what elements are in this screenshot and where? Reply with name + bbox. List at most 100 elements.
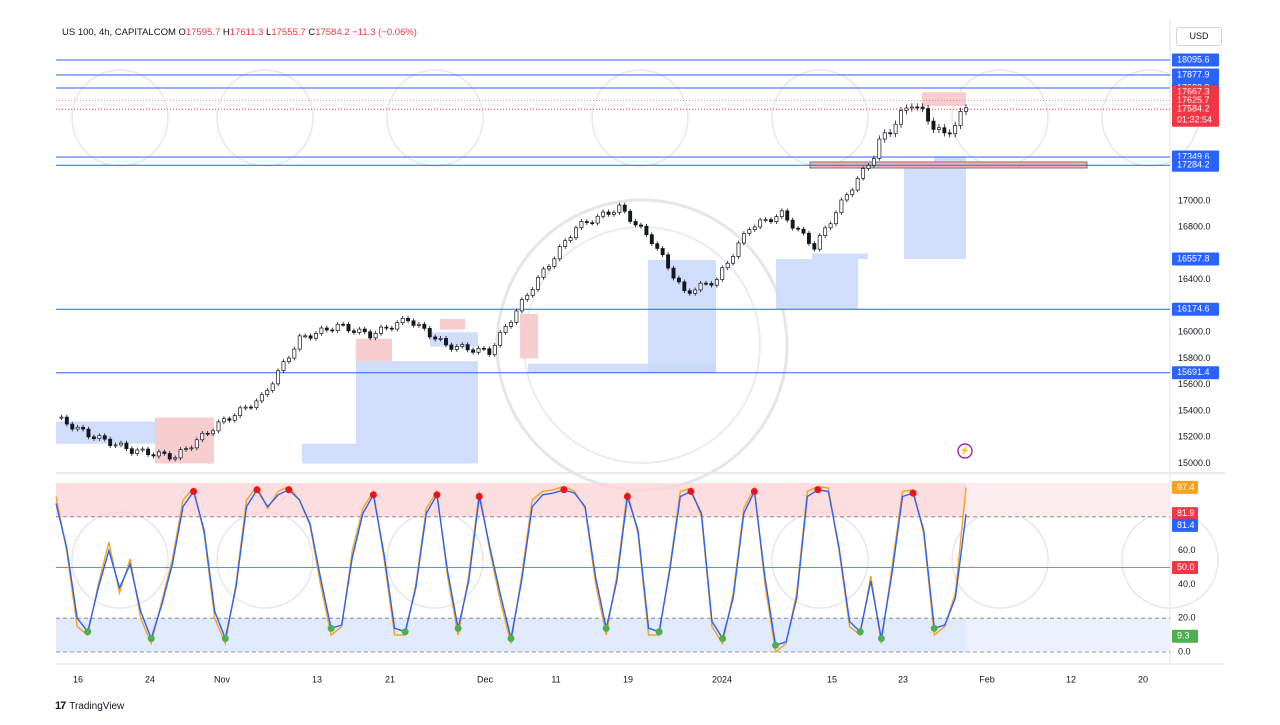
price-axis-tick: 16000.0: [1178, 327, 1211, 337]
price-label: 17667.3: [1177, 87, 1210, 97]
candle-body: [877, 138, 882, 159]
candle-body: [758, 219, 763, 228]
overbought-signal-dot: [475, 493, 483, 501]
candle-body: [314, 333, 318, 339]
stoch-value-label: 81.9: [1177, 508, 1195, 518]
candle-body: [97, 435, 102, 439]
price-label-box: [1172, 68, 1219, 82]
zone-box: [302, 443, 356, 464]
time-axis-tick: Nov: [214, 674, 231, 684]
stoch-axis-tick: 20.0: [1178, 613, 1196, 623]
candle-body: [552, 258, 557, 267]
oversold-signal-dot: [772, 641, 780, 649]
candle-body: [866, 164, 871, 169]
zone-box: [776, 258, 858, 310]
candle-body: [519, 299, 524, 312]
candle-body: [216, 421, 221, 432]
candle-body: [460, 344, 465, 347]
price-axis-tick: 16800.0: [1178, 222, 1211, 232]
candle-body: [498, 332, 503, 346]
stoch-value-label: 9.3: [1177, 631, 1190, 641]
stoch-value-box: [1172, 507, 1198, 521]
candle-body: [449, 344, 454, 350]
candle-body: [362, 328, 367, 333]
symbol-legend: US 100, 4h, CAPITALCOM O17595.7 H17611.3…: [62, 27, 417, 38]
time-axis-tick: 20: [1138, 674, 1148, 684]
high-label: H: [222, 27, 230, 38]
candle-body: [882, 132, 887, 140]
candle-body: [736, 242, 741, 257]
candle-body: [395, 322, 400, 330]
candle-body: [433, 336, 438, 340]
currency-button[interactable]: USD: [1176, 27, 1222, 46]
lightning-glyph-icon: ⚡: [959, 444, 970, 456]
candle-body: [622, 204, 627, 212]
candle-body: [292, 348, 297, 359]
candle-body: [319, 327, 324, 334]
zone-box: [528, 363, 716, 373]
time-axis-tick: 19: [623, 674, 633, 684]
candle-body: [438, 338, 443, 340]
candle-body: [238, 407, 243, 417]
stoch-value-box: [1172, 480, 1198, 494]
candle-body: [108, 438, 113, 446]
candle-body: [416, 323, 421, 326]
candle-body: [400, 317, 405, 324]
zone-box: [356, 338, 392, 362]
close-label: C: [308, 27, 316, 38]
candle-body: [649, 234, 654, 244]
candle-body: [611, 212, 616, 215]
price-axis-tick: 15000.0: [1178, 458, 1211, 468]
stoch-axis-tick: 40.0: [1178, 579, 1196, 589]
zone-box: [922, 92, 966, 106]
zone-box: [934, 157, 966, 166]
candle-body: [687, 290, 692, 294]
candle-body: [812, 243, 817, 250]
time-axis-tick: 12: [1066, 674, 1076, 684]
tradingview-name: TradingView: [69, 700, 125, 712]
candle-body: [660, 248, 665, 256]
candle-body: [427, 328, 432, 338]
oversold-signal-dot: [856, 628, 864, 636]
stoch-axis-tick: 60.0: [1178, 545, 1196, 555]
candle-body: [590, 222, 595, 224]
overbought-signal-dot: [814, 486, 822, 494]
candle-body: [920, 106, 925, 109]
candle-body: [146, 448, 151, 456]
candle-body: [785, 210, 790, 221]
time-axis-tick: 15: [827, 674, 837, 684]
time-axis-tick: Dec: [477, 674, 494, 684]
candle-body: [926, 108, 931, 122]
oversold-signal-dot: [84, 628, 92, 636]
candle-body: [574, 227, 578, 239]
oversold-signal-dot: [602, 624, 610, 632]
candle-body: [194, 439, 199, 449]
change-value: −11.3 (−0.06%): [352, 27, 417, 38]
candle-body: [801, 228, 806, 234]
overbought-signal-dot: [623, 493, 631, 501]
candle-body: [276, 370, 281, 385]
candle-body: [514, 310, 519, 323]
countdown-label: 01:32:54: [1177, 115, 1212, 125]
candle-body: [227, 418, 232, 421]
candle-body: [693, 289, 698, 294]
candle-body: [254, 400, 259, 409]
candle-body: [595, 215, 600, 224]
oversold-signal-dot: [930, 624, 938, 632]
candle-body: [167, 453, 172, 460]
price-label-box: [1172, 158, 1219, 172]
candle-body: [563, 240, 568, 247]
time-axis-tick: 2024: [712, 674, 732, 684]
candle-body: [173, 457, 178, 460]
candle-body: [899, 110, 903, 125]
candle-body: [741, 233, 746, 244]
tradingview-brand[interactable]: 17 TradingView: [55, 700, 124, 712]
candle-body: [628, 210, 633, 222]
zone-box: [520, 313, 538, 359]
candle-body: [503, 326, 508, 333]
candle-body: [200, 432, 205, 441]
stoch-value-label: 97.4: [1177, 482, 1195, 492]
candle-body: [379, 326, 383, 334]
